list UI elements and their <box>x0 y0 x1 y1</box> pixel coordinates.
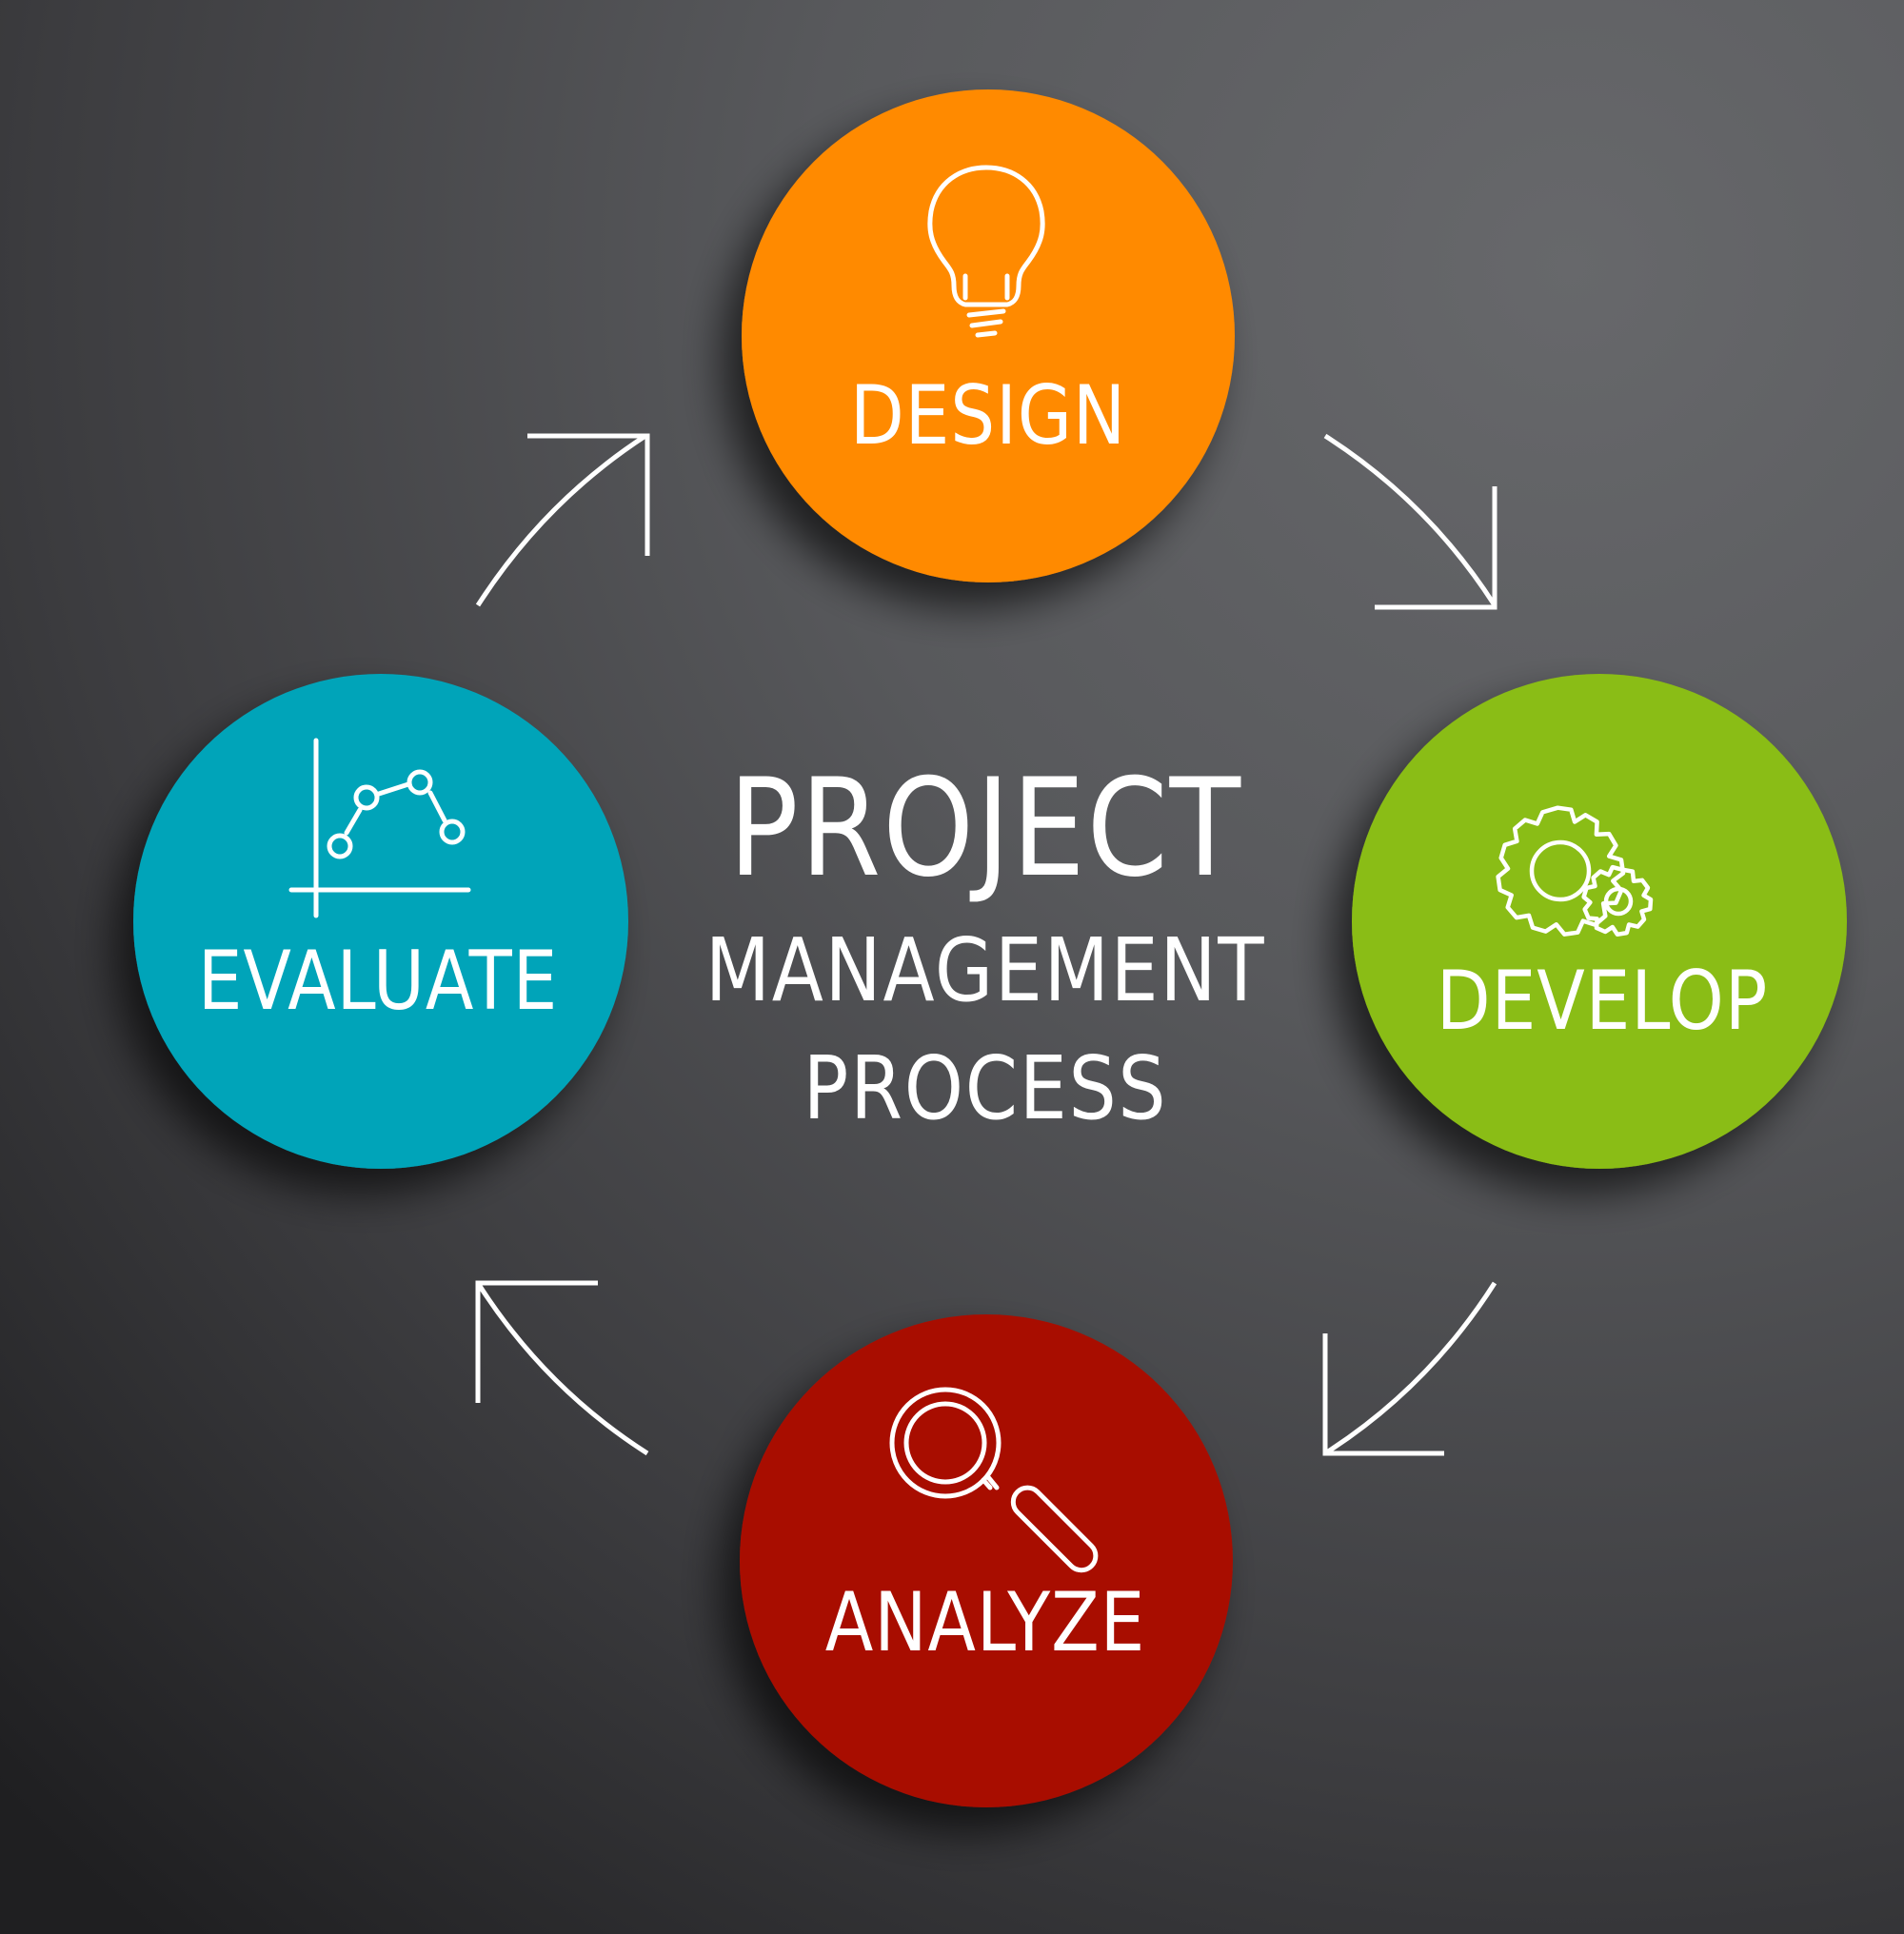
analyze-circle <box>740 1314 1233 1807</box>
step-label-design: DESIGN <box>849 368 1127 464</box>
magnifier-icon <box>889 1387 1099 1573</box>
line-chart-icon <box>288 738 471 918</box>
step-label-analyze: ANALYZE <box>824 1575 1146 1670</box>
evaluate-circle <box>133 674 628 1169</box>
cycle-arrows <box>475 433 1497 1456</box>
arrow-develop-to-analyze <box>1322 1281 1497 1456</box>
diagram-title-line-1: PROJECT <box>728 750 1242 907</box>
diagram-title-line-2: MANAGEMENT <box>704 919 1266 1021</box>
diagram-title-line-3: PROCESS <box>803 1037 1168 1139</box>
lightbulb-icon <box>927 165 1045 338</box>
gears-icon <box>1496 805 1654 937</box>
arrow-evaluate-to-design <box>475 433 650 607</box>
step-label-develop: DEVELOP <box>1436 954 1769 1049</box>
arrow-analyze-to-evaluate <box>475 1280 649 1456</box>
arrow-design-to-develop <box>1323 433 1497 610</box>
step-label-evaluate: EVALUATE <box>197 934 559 1029</box>
